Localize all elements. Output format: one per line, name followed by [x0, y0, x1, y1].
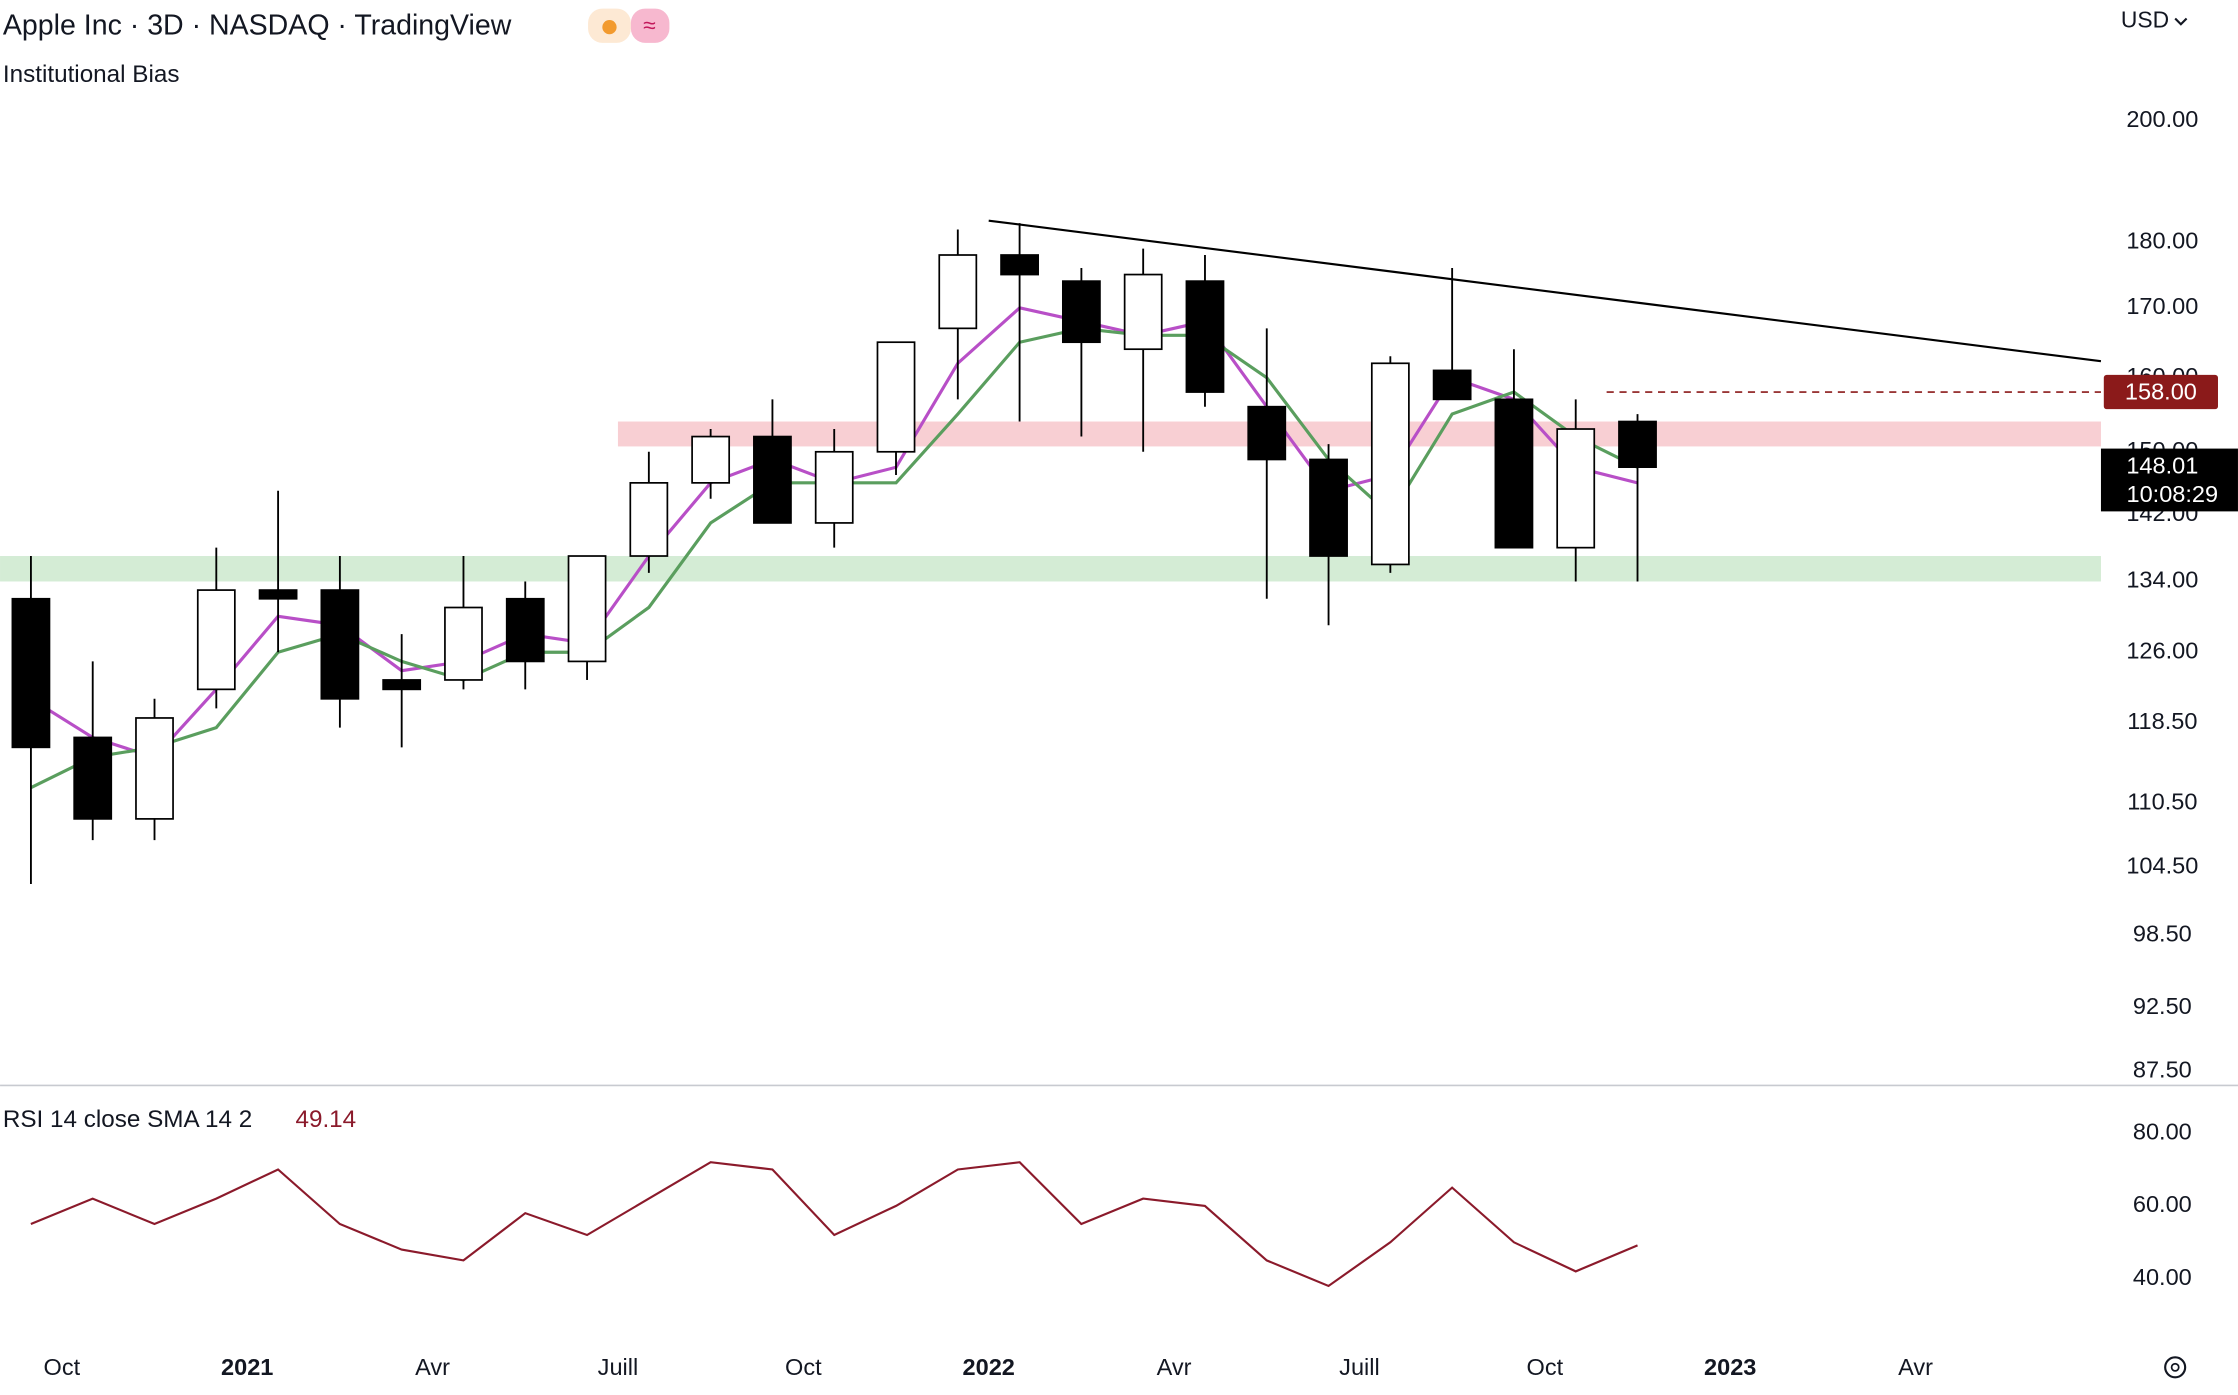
chart-title: Apple Inc · 3D · NASDAQ · TradingView	[3, 10, 512, 42]
x-tick-label: Oct	[44, 1354, 81, 1380]
y-tick-label: 200.00	[2126, 106, 2198, 132]
rsi-y-tick-label: 80.00	[2133, 1118, 2192, 1144]
y-tick-label: 170.00	[2126, 293, 2198, 319]
x-tick-label: Oct	[1527, 1354, 1564, 1380]
candle-body	[196, 589, 236, 691]
x-tick-label: Oct	[785, 1354, 822, 1380]
rsi-last-value: 49.14	[295, 1106, 356, 1133]
currency[interactable]: USD	[2121, 6, 2169, 32]
rsi-y-tick-label: 60.00	[2133, 1191, 2192, 1217]
x-tick-label: Juill	[1339, 1354, 1380, 1380]
candle-body	[1618, 420, 1657, 468]
y-tick-label: 87.50	[2133, 1057, 2192, 1083]
candle-body	[876, 341, 916, 453]
price-zone	[0, 556, 2101, 582]
candle-body	[1309, 458, 1348, 557]
candle-body	[11, 597, 51, 749]
y-tick-label: 92.50	[2133, 993, 2192, 1019]
zones	[0, 421, 2101, 582]
wave-glyph: ≈	[643, 12, 656, 38]
candle-body	[629, 482, 669, 557]
settings-icon[interactable]	[2164, 1356, 2187, 1379]
countdown: 10:08:29	[2127, 481, 2219, 507]
alert-label: 158.00	[2125, 379, 2197, 405]
x-tick-label: 2022	[963, 1354, 1015, 1380]
candle-body	[567, 555, 607, 663]
y-tick-label: 98.50	[2133, 921, 2192, 947]
sun	[602, 19, 617, 35]
x-tick-label: Avr	[1898, 1354, 1933, 1380]
trendline	[988, 219, 2102, 363]
candle-body	[1370, 362, 1410, 566]
x-tick-label: Avr	[1157, 1354, 1192, 1380]
x-tick-label: 2023	[1704, 1354, 1756, 1380]
candle-body	[1061, 280, 1101, 344]
y-tick-label: 104.50	[2126, 853, 2198, 879]
rsi-legend: RSI 14 close SMA 14 2	[3, 1106, 252, 1133]
candle-body	[73, 736, 113, 820]
candle-body	[505, 597, 545, 663]
y-tick-label: 134.00	[2126, 567, 2198, 593]
wave-icon[interactable]	[630, 8, 670, 43]
rsi-y-tick-label: 40.00	[2133, 1264, 2192, 1290]
candle-body	[1185, 280, 1225, 393]
y-tick-label: 118.50	[2127, 708, 2197, 734]
last-price: 148.01	[2126, 452, 2198, 478]
x-tick-label: Juill	[598, 1354, 639, 1380]
candle-body	[444, 606, 483, 681]
candle-body	[1000, 254, 1039, 276]
candle-body	[691, 435, 731, 484]
axes: 200.00180.00170.00160.00150.00142.00134.…	[44, 106, 2238, 1380]
candle-body	[135, 717, 174, 820]
y-tick-label: 180.00	[2126, 227, 2198, 253]
last-price-box	[2100, 448, 2238, 512]
y-tick-label: 110.50	[2127, 788, 2197, 814]
candle-body	[938, 254, 978, 330]
candle-body	[1247, 405, 1287, 461]
x-tick-label: 2021	[221, 1354, 273, 1380]
plot	[11, 219, 2102, 1288]
alert-label-box	[2103, 374, 2218, 410]
candle-body	[382, 679, 422, 691]
x-tick-label: Avr	[415, 1354, 450, 1380]
candle-body	[753, 435, 792, 524]
candle-body	[1556, 428, 1596, 549]
currency-chevron	[2174, 17, 2188, 26]
candle-body	[1494, 398, 1534, 549]
price-zone	[617, 421, 2101, 447]
candle-body	[814, 450, 854, 524]
candle-body	[1432, 369, 1472, 401]
candle-body	[1123, 273, 1163, 351]
candle-body	[320, 589, 360, 700]
y-tick-label: 126.00	[2126, 637, 2198, 663]
rsi-line	[30, 1161, 1638, 1288]
subtitle: Institutional Bias	[3, 61, 180, 88]
candle-body	[258, 589, 298, 600]
